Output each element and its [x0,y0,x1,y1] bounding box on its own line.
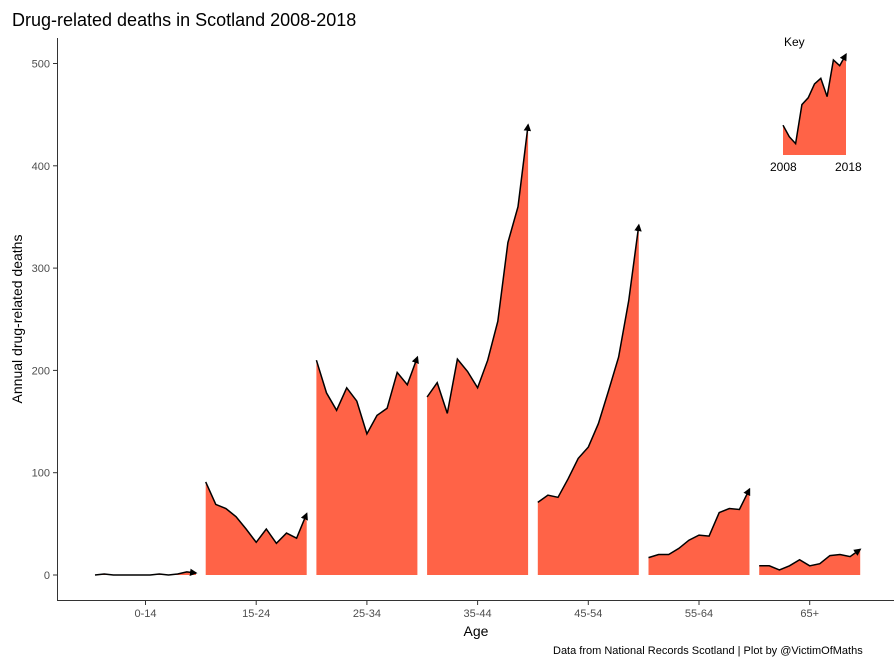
legend-start-label: 2008 [770,160,797,174]
y-axis-title: Annual drug-related deaths [9,235,25,404]
series-45-54 [537,223,642,575]
legend-end-label: 2018 [835,160,862,174]
x-tick-label: 15-24 [242,608,270,620]
area-line [205,481,308,545]
legend-shape [782,52,847,155]
series-55-64 [648,487,751,575]
area-fill [427,124,529,576]
x-tick-label: 25-34 [353,608,381,620]
x-axis-ticks: 0-14 15-24 25-34 35-44 45-54 55-64 65+ [134,601,819,620]
area-line [759,548,862,571]
series-15-24 [205,481,308,575]
plot-area: 0 100 200 300 400 500 0-14 15-24 25-34 35-44 45-5… [32,38,894,620]
area-fill [316,357,418,575]
legend-area-line [782,52,847,146]
area-line [426,123,532,414]
area-fill [205,481,307,575]
y-tick-label: 400 [32,161,50,173]
x-tick-label: 0-14 [134,608,156,620]
area-line [315,355,419,436]
x-tick-label: 55-64 [685,608,713,620]
x-tick-label: 65+ [800,608,819,620]
area-line [537,223,642,504]
legend: Key 2008 2018 [770,35,862,174]
series-65+ [759,548,862,575]
series-0-14 [94,568,198,577]
y-axis-ticks: 0 100 200 300 400 500 [32,59,57,582]
area-line [648,487,751,559]
y-tick-label: 0 [44,570,50,582]
legend-title: Key [784,35,805,49]
x-tick-label: 35-44 [464,608,492,620]
y-tick-label: 100 [32,468,50,480]
y-tick-label: 200 [32,365,50,377]
series-25-34 [315,355,419,575]
chart-title: Drug-related deaths in Scotland 2008-201… [12,10,356,30]
area-fill [648,489,750,575]
y-tick-label: 500 [32,59,50,71]
x-axis-title: Age [464,623,489,639]
series-35-44 [426,123,532,576]
area-line [94,568,198,577]
caption: Data from National Records Scotland | Pl… [553,645,863,657]
x-tick-label: 45-54 [574,608,602,620]
area-fill [537,225,639,575]
area-fill [759,549,861,575]
y-tick-label: 300 [32,263,50,275]
series-areas [94,123,862,577]
